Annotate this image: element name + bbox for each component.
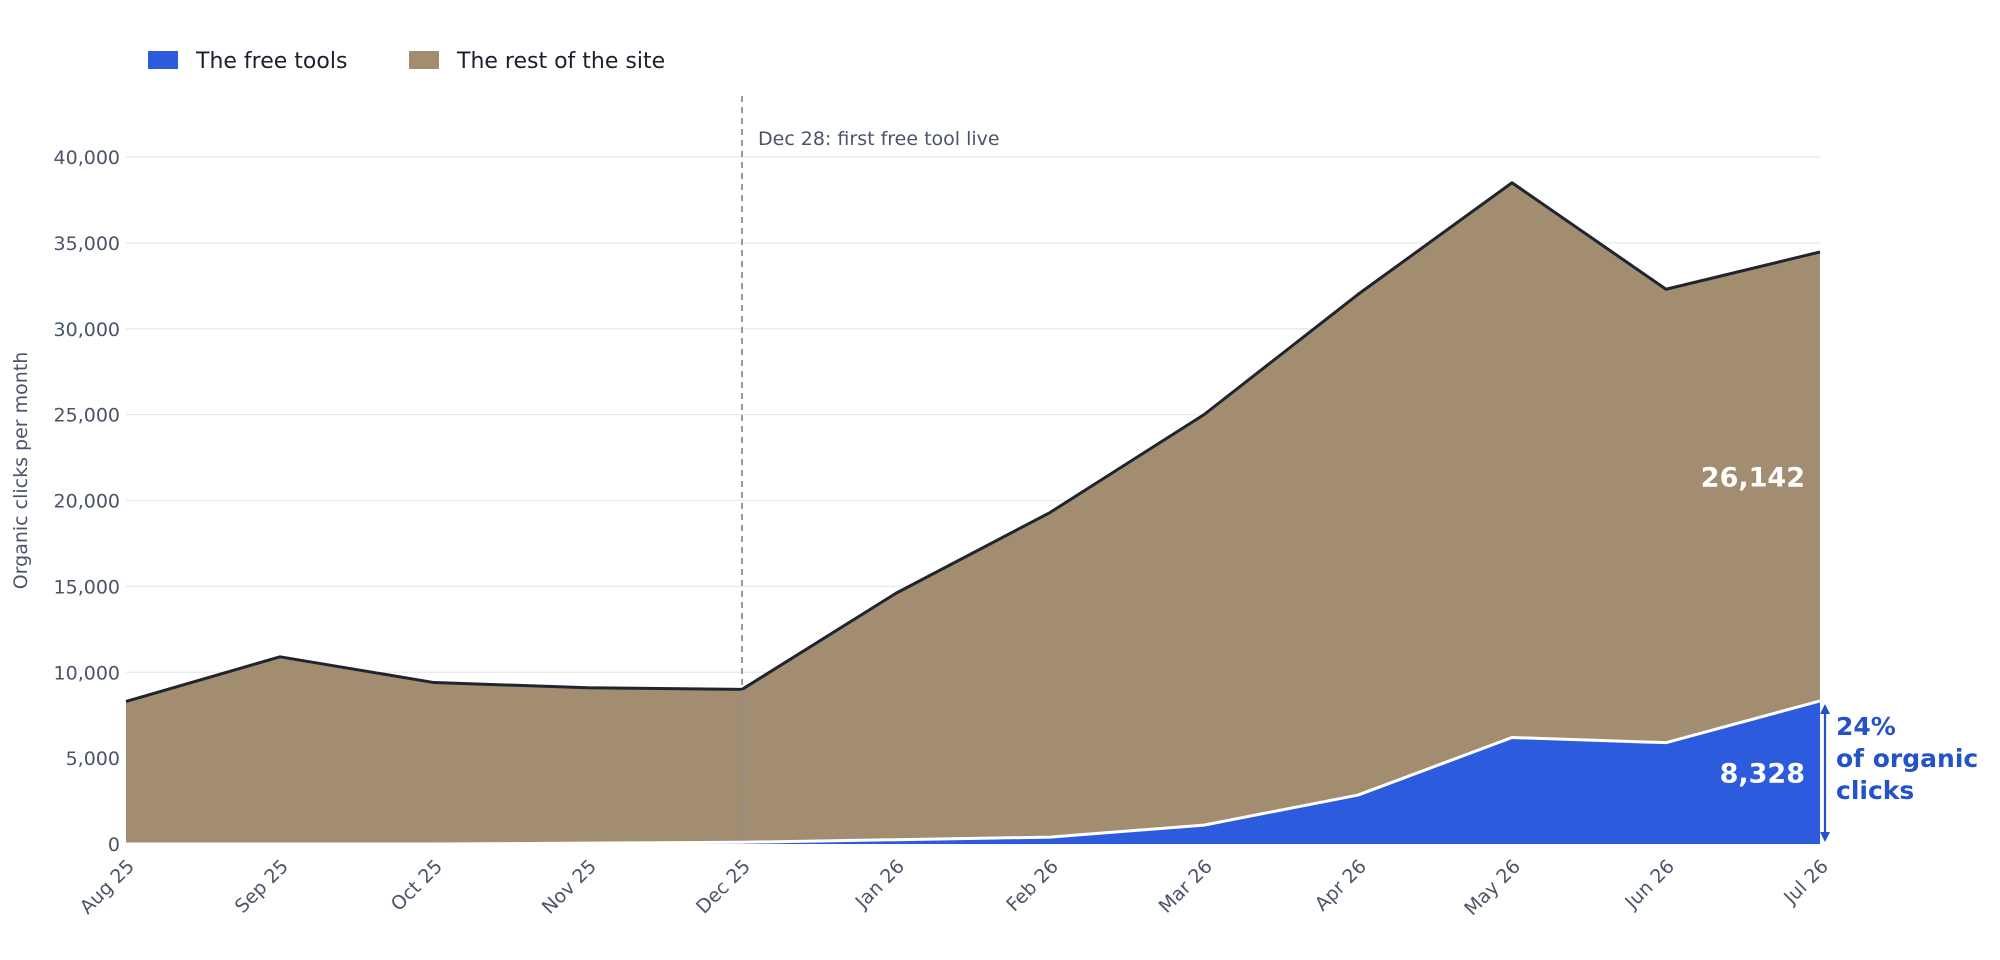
y-tick-label: 10,000 (54, 662, 120, 684)
y-tick-label: 25,000 (54, 405, 120, 427)
x-axis-ticks: Aug 25 Sep 25 Oct 25 Nov 25 Dec 25 Jan 26 Feb … (76, 855, 1833, 920)
legend-swatch (409, 51, 439, 69)
y-axis-ticks: 0 5,000 10,000 15,000 20,000 25,000 30,000 35,0… (54, 147, 120, 856)
x-tick-label: Dec 25 (692, 855, 755, 918)
area-free-tools (126, 700, 1820, 844)
x-tick-label: Sep 25 (231, 855, 293, 917)
share-arrow-down-icon (1820, 832, 1830, 842)
x-tick-label: Apr 26 (1311, 855, 1371, 915)
event-marker: Dec 28: first free tool live (741, 96, 1000, 844)
legend-swatch (148, 51, 178, 69)
x-tick-label: Mar 26 (1155, 855, 1217, 917)
series-lines (125, 181, 1821, 846)
x-tick-label: Nov 25 (538, 855, 601, 918)
x-tick-label: May 26 (1460, 855, 1525, 920)
y-tick-label: 30,000 (54, 319, 120, 341)
areas (126, 182, 1820, 844)
legend-label: The free tools (195, 49, 347, 74)
share-annotation: 24% of organic clicks (1820, 703, 1978, 842)
y-tick-label: 15,000 (54, 576, 120, 598)
tools-end-value-label: 8,328 (1720, 758, 1805, 789)
y-tick-label: 40,000 (54, 147, 120, 169)
x-tick-label: Jul 26 (1779, 855, 1833, 909)
share-text-line-3: clicks (1836, 776, 1914, 805)
event-label: Dec 28: first free tool live (758, 128, 1000, 150)
x-tick-label: Aug 25 (76, 855, 139, 918)
share-percent: 24% (1836, 712, 1896, 741)
share-arrow-up-icon (1820, 703, 1830, 714)
rest-end-value-label: 26,142 (1701, 462, 1805, 493)
area-rest-of-site (126, 182, 1820, 844)
x-tick-label: Feb 26 (1002, 855, 1063, 916)
share-text-line-2: of organic (1836, 744, 1978, 773)
x-tick-label: Oct 25 (387, 855, 447, 915)
y-tick-label: 20,000 (54, 491, 120, 513)
y-tick-label: 0 (108, 834, 120, 856)
free-tools-line (126, 699, 1821, 846)
x-tick-label: Jun 26 (1620, 855, 1679, 914)
y-tick-label: 5,000 (66, 748, 120, 770)
total-line (125, 181, 1821, 703)
y-tick-label: 35,000 (54, 233, 120, 255)
legend-label: The rest of the site (456, 49, 665, 74)
y-axis-label: Organic clicks per month (10, 352, 32, 590)
legend: The free tools The rest of the site (148, 49, 665, 74)
value-labels: 26,142 8,328 (1701, 462, 1805, 789)
x-tick-label: Jan 26 (851, 855, 909, 913)
